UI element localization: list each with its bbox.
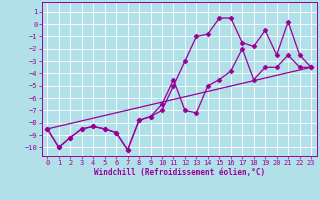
X-axis label: Windchill (Refroidissement éolien,°C): Windchill (Refroidissement éolien,°C) <box>94 168 265 177</box>
